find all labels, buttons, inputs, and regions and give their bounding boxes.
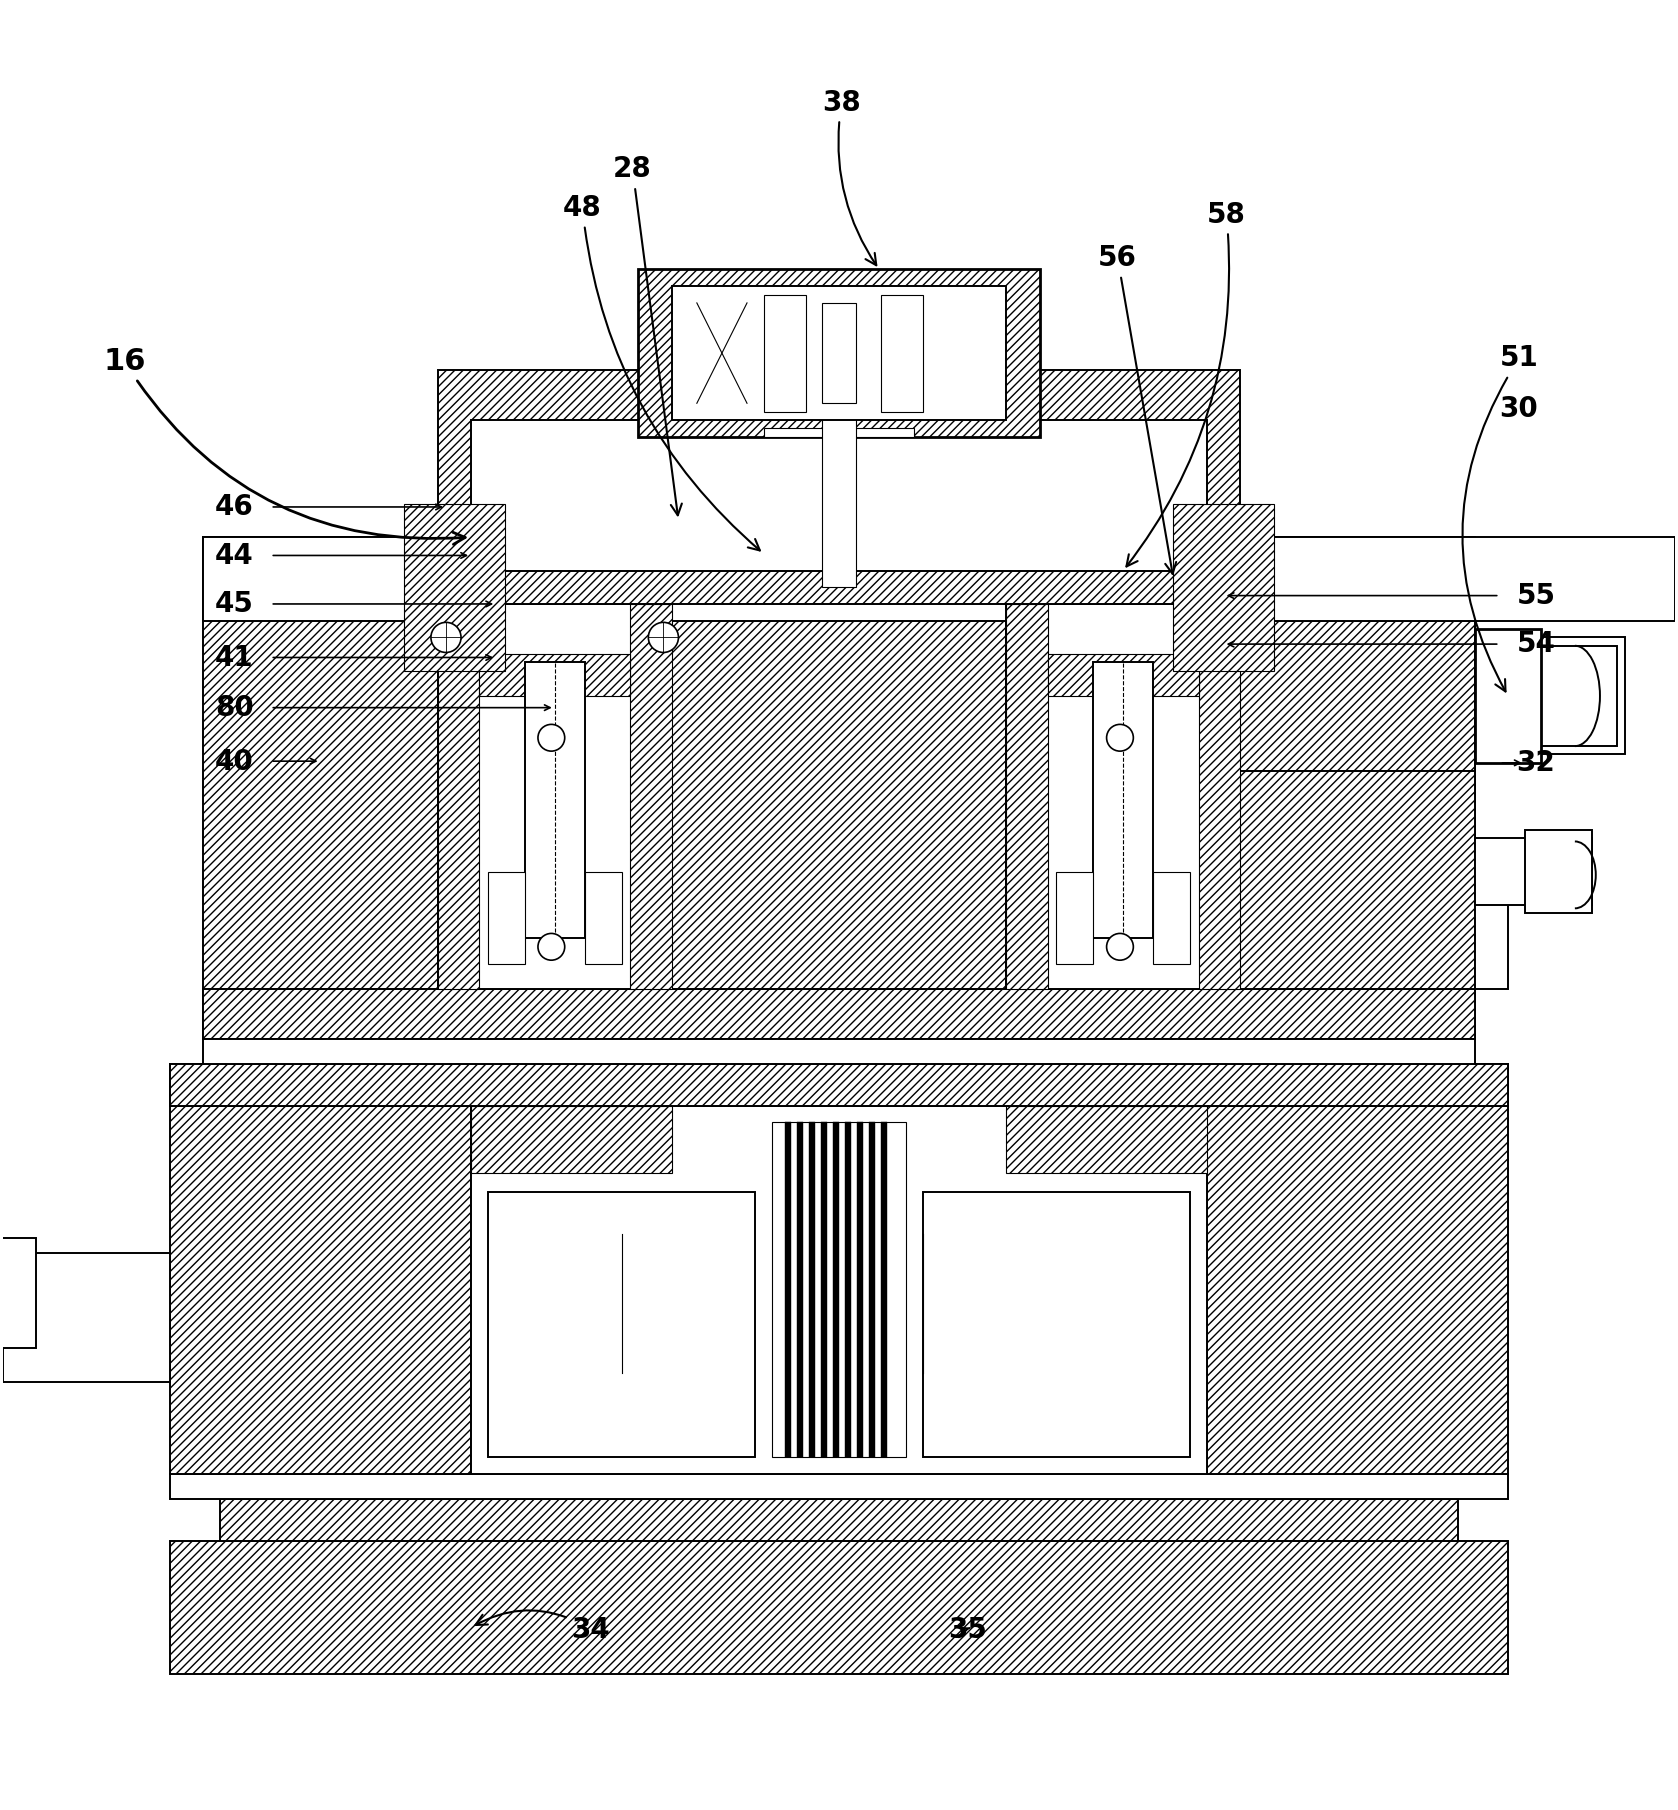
Bar [881, 1122, 886, 1457]
Bar [525, 662, 586, 938]
Text: 58: 58 [1126, 201, 1245, 567]
Circle shape [1106, 724, 1133, 751]
Bar [0, 1238, 37, 1348]
Bar [671, 286, 1007, 420]
Bar [1525, 829, 1592, 914]
Bar [438, 369, 1240, 605]
Text: 44: 44 [215, 541, 253, 570]
Circle shape [539, 934, 565, 959]
Bar [203, 988, 1475, 1039]
Bar [1057, 872, 1092, 963]
Bar [488, 872, 525, 963]
Text: 48: 48 [564, 194, 760, 550]
Bar [169, 1064, 1509, 1106]
Bar [671, 605, 1007, 988]
Bar [1475, 630, 1542, 762]
Bar [857, 1122, 862, 1457]
Text: 41: 41 [215, 644, 253, 672]
Circle shape [431, 623, 461, 652]
Bar [404, 503, 505, 672]
Bar [1240, 538, 1475, 1039]
Text: 51: 51 [1463, 344, 1539, 691]
Bar [1198, 605, 1240, 988]
Bar [438, 605, 671, 988]
Bar [846, 1122, 851, 1457]
Text: 16: 16 [102, 348, 465, 545]
Bar [629, 605, 671, 988]
Bar [1007, 1106, 1206, 1173]
Text: 30: 30 [1500, 395, 1539, 424]
Bar [1092, 662, 1153, 938]
Text: 40: 40 [215, 748, 253, 775]
Bar [203, 538, 1475, 621]
Text: 55: 55 [1517, 583, 1556, 610]
Bar [763, 429, 915, 436]
Bar [1007, 605, 1240, 988]
Bar [797, 1122, 804, 1457]
Bar [1475, 838, 1592, 905]
Bar [203, 1039, 1475, 1064]
Bar [1206, 1106, 1509, 1473]
Circle shape [648, 623, 678, 652]
Bar [1240, 605, 1475, 771]
Bar [763, 295, 805, 411]
Bar [203, 538, 1475, 605]
Bar [169, 1540, 1509, 1674]
Bar [472, 420, 1206, 570]
Bar [3, 1253, 169, 1381]
Bar [821, 1122, 827, 1457]
Bar [480, 653, 629, 695]
Bar [809, 1122, 816, 1457]
Bar [1240, 762, 1475, 988]
Text: 56: 56 [1097, 244, 1176, 574]
Bar [1240, 538, 1675, 621]
Bar [1007, 605, 1049, 988]
Bar [923, 1193, 1190, 1457]
Bar [785, 1122, 792, 1457]
Bar [772, 1122, 906, 1457]
Bar [488, 1193, 755, 1457]
Text: 32: 32 [1517, 749, 1556, 776]
Text: 46: 46 [215, 494, 253, 521]
Bar [869, 1122, 874, 1457]
Bar [203, 538, 438, 1039]
Bar [1173, 503, 1274, 672]
Bar [881, 295, 923, 411]
Text: 80: 80 [215, 693, 253, 722]
Bar [472, 1106, 1206, 1473]
Bar [1049, 653, 1198, 695]
Bar [1475, 863, 1509, 988]
Text: 38: 38 [822, 89, 876, 266]
Bar [1153, 872, 1190, 963]
Circle shape [539, 724, 565, 751]
Bar [169, 1106, 472, 1473]
Bar [822, 302, 856, 404]
Circle shape [1106, 934, 1133, 959]
Bar [822, 369, 856, 586]
Text: 35: 35 [948, 1616, 987, 1643]
Bar [638, 270, 1040, 436]
Bar [586, 872, 621, 963]
Bar [1525, 637, 1624, 755]
Bar [438, 605, 1240, 988]
Bar [438, 605, 480, 988]
Bar [1525, 646, 1616, 746]
Bar [832, 1122, 839, 1457]
Text: 45: 45 [215, 590, 253, 619]
Bar [220, 1499, 1458, 1540]
Bar [169, 1064, 1509, 1106]
Bar [472, 1106, 671, 1173]
Text: 34: 34 [475, 1611, 611, 1643]
Text: 54: 54 [1517, 630, 1556, 659]
Bar [169, 1473, 1509, 1499]
Text: 28: 28 [612, 156, 681, 516]
